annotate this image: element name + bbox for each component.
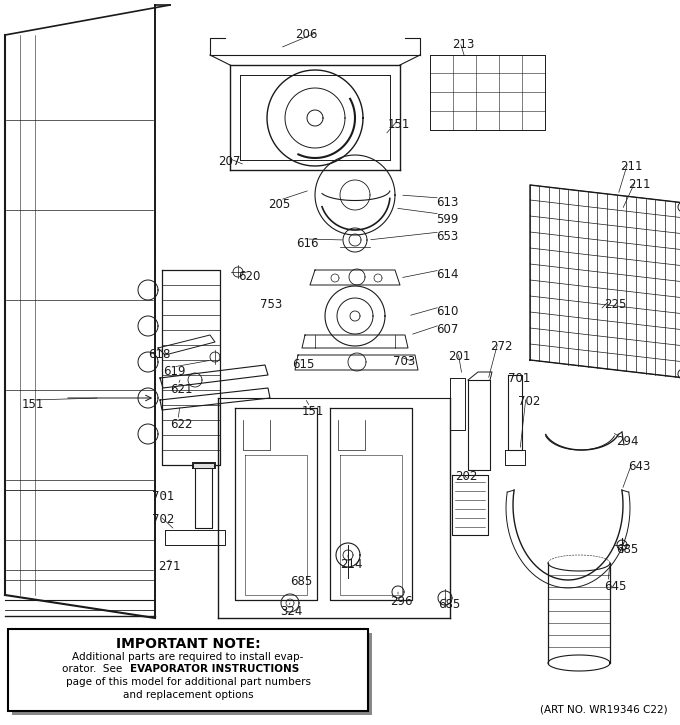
Text: IMPORTANT NOTE:: IMPORTANT NOTE:	[116, 637, 260, 651]
Text: 703: 703	[393, 355, 415, 368]
Text: 643: 643	[628, 460, 650, 473]
Text: 214: 214	[340, 558, 362, 571]
Text: 205: 205	[268, 198, 290, 211]
Polygon shape	[350, 311, 360, 321]
Text: 294: 294	[616, 435, 639, 448]
Text: Additional parts are required to install evap-: Additional parts are required to install…	[72, 652, 304, 662]
Text: 201: 201	[448, 350, 471, 363]
Text: EVAPORATOR INSTRUCTIONS: EVAPORATOR INSTRUCTIONS	[130, 664, 299, 674]
Text: 653: 653	[436, 230, 458, 243]
Text: 616: 616	[296, 237, 318, 250]
Text: and replacement options: and replacement options	[122, 690, 254, 700]
Text: 702: 702	[152, 513, 174, 526]
Text: 685: 685	[290, 575, 312, 588]
Text: 271: 271	[158, 560, 180, 573]
Text: 607: 607	[436, 323, 458, 336]
Text: 296: 296	[390, 595, 413, 608]
Text: 211: 211	[620, 160, 643, 173]
Text: 753: 753	[260, 298, 282, 311]
Text: 213: 213	[452, 38, 475, 51]
Text: 206: 206	[295, 28, 318, 41]
Text: 622: 622	[170, 418, 192, 431]
Text: 620: 620	[238, 270, 260, 283]
Text: orator.  See: orator. See	[62, 664, 126, 674]
Text: 615: 615	[292, 358, 314, 371]
Text: 701: 701	[152, 490, 174, 503]
Text: 685: 685	[616, 543, 639, 556]
Text: 702: 702	[518, 395, 541, 408]
Text: 151: 151	[22, 398, 44, 411]
Text: 701: 701	[508, 372, 530, 385]
Text: 618: 618	[148, 348, 171, 361]
Text: 211: 211	[628, 178, 651, 191]
Text: page of this model for additional part numbers: page of this model for additional part n…	[65, 677, 311, 687]
Text: 225: 225	[604, 298, 626, 311]
Text: 685: 685	[438, 598, 460, 611]
Bar	[12, 633, 372, 715]
Text: 645: 645	[604, 580, 626, 593]
Text: 202: 202	[455, 470, 477, 483]
Text: 324: 324	[280, 605, 303, 618]
Text: 151: 151	[388, 118, 410, 131]
Bar	[8, 629, 368, 711]
Text: 610: 610	[436, 305, 458, 318]
Text: 207: 207	[218, 155, 240, 168]
Text: 599: 599	[436, 213, 458, 226]
Text: (ART NO. WR19346 C22): (ART NO. WR19346 C22)	[541, 705, 668, 715]
Bar	[193, 463, 214, 468]
Text: 614: 614	[436, 268, 458, 281]
Text: 272: 272	[490, 340, 513, 353]
Text: 619: 619	[163, 365, 186, 378]
Text: 613: 613	[436, 196, 458, 209]
Text: 621: 621	[170, 383, 192, 396]
Polygon shape	[307, 110, 323, 126]
Text: 151: 151	[302, 405, 324, 418]
